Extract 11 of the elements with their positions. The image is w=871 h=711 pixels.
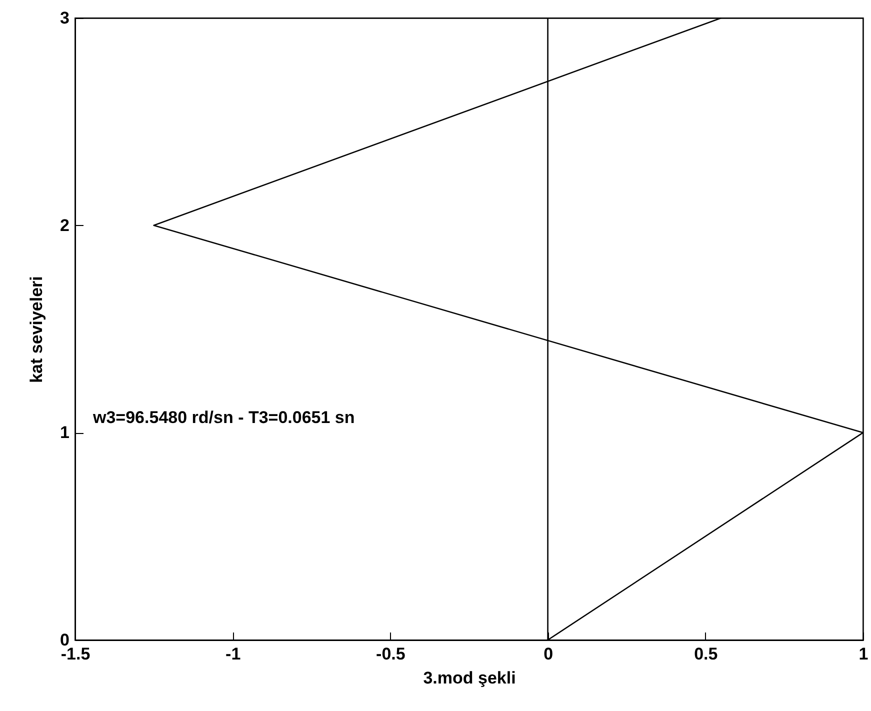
y-tick-label: 2 (60, 216, 70, 235)
x-axis-title: 3.mod şekli (423, 668, 516, 688)
x-tick-label: -1 (226, 644, 241, 664)
x-tick-label: -0.5 (376, 644, 406, 664)
x-tick-label: 1 (858, 644, 868, 664)
y-tick-label: 1 (60, 423, 70, 442)
x-tick-label: 0.5 (694, 644, 718, 664)
y-axis-title: kat seviyeleri (27, 276, 46, 383)
x-tick-label: 0 (544, 644, 554, 664)
annotation: w3=96.5480 rd/sn - T3=0.0651 sn (92, 408, 355, 427)
y-tick-label: 3 (60, 8, 70, 28)
